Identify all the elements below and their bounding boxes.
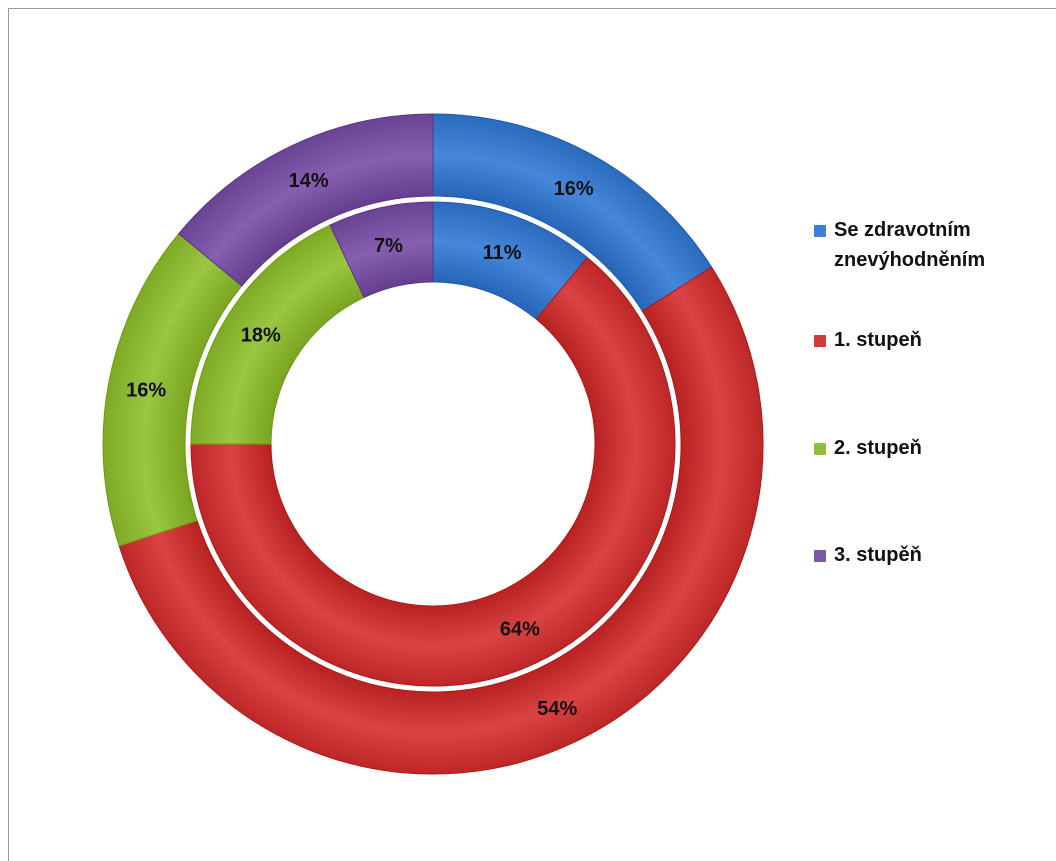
data-label-inner-stupen-1: 64% [500,619,540,641]
slice-outer-stupen-3 [178,113,434,287]
legend-label: 1. stupeň [834,329,922,351]
legend-label: 2. stupeň [834,437,922,459]
rings-group [102,113,764,775]
data-label-inner-se-zdravotnim: 11% [483,242,522,264]
legend-label: 3. stupěň [834,544,922,566]
slice-outer-stupen-1 [118,266,764,775]
data-label-inner-stupen-2: 18% [241,325,281,347]
data-label-outer-stupen-1: 54% [537,698,577,720]
slice-inner-stupen-3 [329,201,434,299]
legend-swatch-green [814,443,826,455]
legend-item-stupen-2: 2. stupeň [814,437,1034,463]
labels-group: 16% 54% 16% 14% 11% 64% 18% 7% [126,170,594,720]
legend-label: Se zdravotním znevýhodněním [834,219,986,271]
data-label-outer-stupen-3: 14% [289,170,329,192]
data-label-outer-stupen-2: 16% [126,379,166,401]
data-label-inner-stupen-3: 7% [374,235,403,257]
legend-item-stupen-1: 1. stupeň [814,329,1034,355]
legend-swatch-purple [814,550,826,562]
data-label-outer-se-zdravotnim: 16% [554,178,594,200]
legend-swatch-blue [814,225,826,237]
slice-inner-stupen-1 [190,256,676,687]
legend-swatch-red [814,335,826,347]
legend-item-stupen-3: 3. stupěň [814,544,1034,570]
legend-item-se-zdravotnim: Se zdravotním znevýhodněním [814,219,1034,275]
